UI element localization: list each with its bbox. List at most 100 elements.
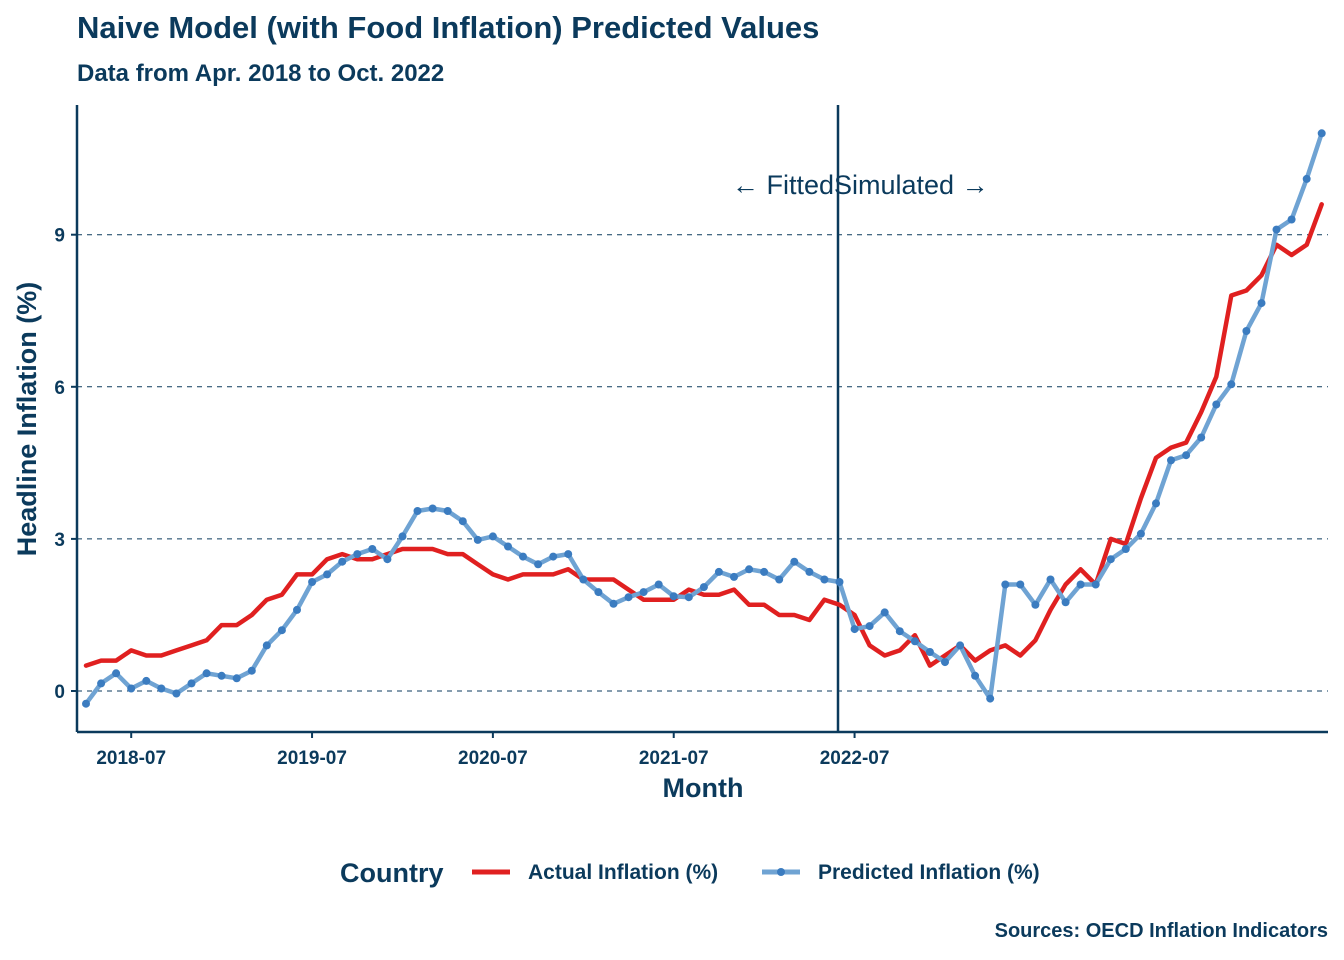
predicted-point (956, 641, 965, 650)
predicted-point (880, 608, 889, 617)
predicted-point (760, 567, 769, 576)
annotation-fitted: ← Fitted (732, 170, 834, 200)
predicted-point (353, 550, 362, 559)
legend-title: Country (340, 858, 444, 888)
predicted-point (217, 671, 226, 680)
predicted-point (473, 535, 482, 544)
predicted-point (1317, 129, 1326, 138)
x-tick-label: 2022-07 (820, 748, 890, 769)
predicted-point (835, 578, 844, 586)
chart-subtitle: Data from Apr. 2018 to Oct. 2022 (77, 60, 445, 87)
predicted-point (594, 588, 603, 597)
predicted-point (714, 567, 723, 576)
legend-label-predicted: Predicted Inflation (%) (818, 861, 1040, 884)
predicted-point (639, 588, 648, 597)
x-tick-label: 2018-07 (96, 748, 166, 769)
predicted-point (941, 658, 949, 667)
predicted-point (262, 641, 271, 650)
predicted-point (624, 593, 633, 602)
y-tick-label: 3 (54, 530, 65, 551)
series-line-actual (83, 202, 1324, 668)
predicted-point (202, 669, 211, 678)
predicted-point (82, 699, 90, 708)
predicted-point (669, 592, 678, 601)
predicted-point (458, 517, 467, 526)
predicted-point (127, 684, 136, 693)
legend: Country Actual Inflation (%) Predicted I… (340, 858, 1040, 888)
predicted-point (775, 575, 784, 584)
predicted-point (910, 637, 919, 646)
predicted-point (895, 627, 904, 636)
y-tick-label: 0 (54, 682, 65, 703)
predicted-point (986, 694, 995, 703)
predicted-point (112, 669, 121, 678)
predicted-point (172, 689, 181, 698)
predicted-point (383, 555, 392, 564)
predicted-point (654, 580, 663, 589)
predicted-point (142, 676, 151, 685)
predicted-point (1227, 380, 1236, 389)
predicted-point (1031, 600, 1040, 609)
predicted-point (805, 567, 814, 576)
predicted-point (1046, 575, 1055, 584)
x-tick-label: 2020-07 (458, 748, 528, 769)
y-tick-label: 6 (54, 378, 65, 399)
predicted-point (323, 570, 332, 579)
y-tick-label: 9 (54, 226, 65, 247)
predicted-point (1302, 174, 1311, 183)
predicted-point (97, 679, 106, 688)
predicted-point (443, 507, 452, 515)
predicted-point (1212, 400, 1221, 409)
predicted-point (1242, 327, 1251, 335)
predicted-point (1257, 299, 1266, 308)
predicted-point (820, 575, 829, 584)
predicted-point (232, 674, 241, 683)
predicted-point (1061, 598, 1070, 607)
predicted-point (699, 583, 708, 592)
predicted-point (1016, 580, 1025, 589)
predicted-point (609, 599, 618, 608)
predicted-point (745, 565, 754, 574)
predicted-point (549, 552, 558, 561)
chart-title: Naive Model (with Food Inflation) Predic… (77, 10, 820, 45)
predicted-point (504, 542, 512, 551)
predicted-point (730, 572, 738, 581)
predicted-point (428, 504, 437, 513)
y-axis-title: Headline Inflation (%) (12, 282, 42, 557)
predicted-point (564, 550, 573, 559)
predicted-point (247, 666, 256, 675)
predicted-point (1197, 433, 1206, 442)
source-caption: Sources: OECD Inflation Indicators (994, 920, 1328, 942)
predicted-point (519, 552, 527, 561)
predicted-point (368, 545, 377, 553)
series-group (82, 129, 1326, 708)
x-axis-title: Month (663, 773, 744, 803)
predicted-point (1287, 215, 1296, 224)
predicted-point (1182, 451, 1191, 460)
legend-point-predicted (777, 868, 785, 876)
predicted-point (1152, 499, 1160, 508)
predicted-point (398, 532, 407, 541)
predicted-point (1167, 456, 1175, 465)
predicted-point (187, 679, 196, 688)
x-tick-label: 2019-07 (277, 748, 347, 769)
predicted-point (1076, 580, 1085, 589)
tick-labels: 0 3 6 9 2018-07 2019-07 2020-07 2021-07 2022-07 (54, 226, 889, 769)
predicted-point (413, 507, 422, 515)
y-gridlines (77, 234, 1328, 692)
predicted-point (293, 605, 301, 614)
predicted-point (1136, 529, 1145, 538)
legend-label-actual: Actual Inflation (%) (528, 861, 718, 884)
predicted-point (157, 684, 166, 693)
x-tick-label: 2021-07 (639, 748, 709, 769)
axes (75, 105, 1328, 734)
predicted-point (338, 557, 347, 566)
predicted-point (1121, 545, 1130, 553)
predicted-point (1001, 580, 1010, 589)
series-line-predicted (83, 131, 1324, 706)
predicted-point (865, 622, 874, 631)
annotation-simulated: Simulated → (834, 170, 989, 200)
predicted-point (534, 560, 543, 569)
predicted-point (790, 557, 799, 566)
